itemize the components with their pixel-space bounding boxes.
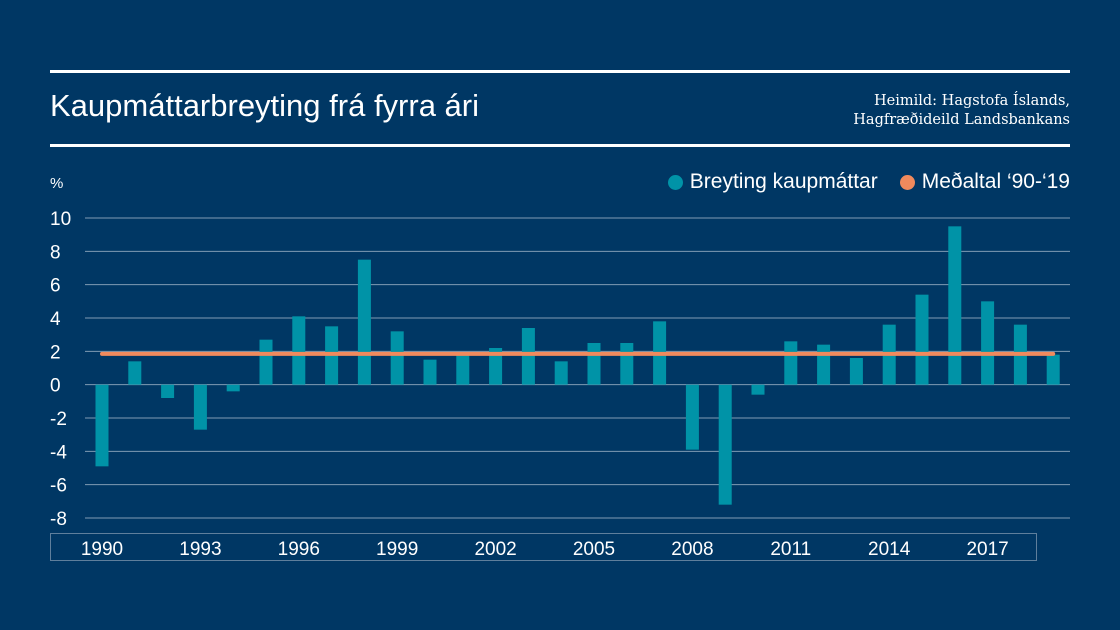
x-tick-label: 2002 (474, 539, 516, 560)
legend-bars-label: Breyting kaupmáttar (689, 170, 878, 193)
bar (357, 259, 371, 385)
source-line-2: Hagfræðideild Landsbankans (853, 112, 1070, 128)
x-tick-label: 1999 (376, 539, 418, 560)
x-tick-label: 2008 (671, 539, 713, 560)
bar (423, 359, 437, 385)
bar (587, 343, 601, 385)
y-axis-unit-label: % (50, 175, 63, 192)
bar (128, 361, 142, 385)
bar (292, 316, 306, 385)
bar (751, 384, 765, 395)
x-axis-box (50, 533, 1037, 561)
y-tick-label: 10 (50, 209, 71, 230)
y-tick-label: -6 (50, 476, 67, 497)
top-rule (50, 70, 1070, 73)
bar (554, 361, 568, 385)
bar (915, 294, 929, 385)
bar (390, 331, 404, 385)
x-tick-label: 1990 (81, 539, 123, 560)
bar (981, 301, 995, 385)
y-tick-label: -8 (50, 509, 67, 530)
bar (948, 226, 962, 385)
legend-average-label: Meðaltal ‘90-‘19 (921, 170, 1070, 193)
legend-item-bars: Breyting kaupmáttar (667, 170, 878, 194)
x-tick-label: 1993 (179, 539, 221, 560)
bar (456, 354, 470, 385)
y-tick-label: -4 (50, 442, 67, 463)
source-note: Heimild: Hagstofa Íslands, Hagfræðideild… (853, 92, 1070, 130)
x-tick-label: 2014 (868, 539, 911, 560)
y-tick-label: 2 (50, 342, 61, 363)
bottom-rule (50, 144, 1070, 147)
bar (718, 384, 732, 505)
x-tick-label: 2005 (573, 539, 615, 560)
y-tick-label: -2 (50, 409, 67, 430)
bar (620, 343, 634, 385)
bar (521, 328, 535, 385)
legend-average-swatch-icon (899, 174, 915, 190)
legend-item-average: Meðaltal ‘90-‘19 (899, 170, 1070, 194)
legend: Breyting kaupmáttar Meðaltal ‘90-‘19 (667, 170, 1070, 194)
bar (685, 384, 699, 450)
y-tick-label: 4 (50, 309, 61, 330)
x-tick-label: 2011 (770, 539, 811, 560)
bar (193, 384, 207, 430)
chart-title: Kaupmáttarbreyting frá fyrra ári (50, 88, 480, 123)
bar (95, 384, 109, 467)
bar (817, 344, 831, 385)
bar (161, 384, 175, 398)
y-tick-label: 8 (50, 242, 61, 263)
bar (784, 341, 798, 385)
bar (226, 384, 240, 392)
x-tick-label: 1996 (278, 539, 320, 560)
y-tick-label: 0 (50, 376, 61, 397)
legend-bars-swatch-icon (667, 174, 683, 190)
bar (489, 348, 503, 385)
y-tick-label: 6 (50, 276, 61, 297)
bar (259, 339, 273, 385)
bar (1046, 354, 1060, 385)
bar (849, 358, 863, 385)
source-line-1: Heimild: Hagstofa Íslands, (874, 93, 1070, 109)
x-tick-label: 2017 (966, 539, 1008, 560)
